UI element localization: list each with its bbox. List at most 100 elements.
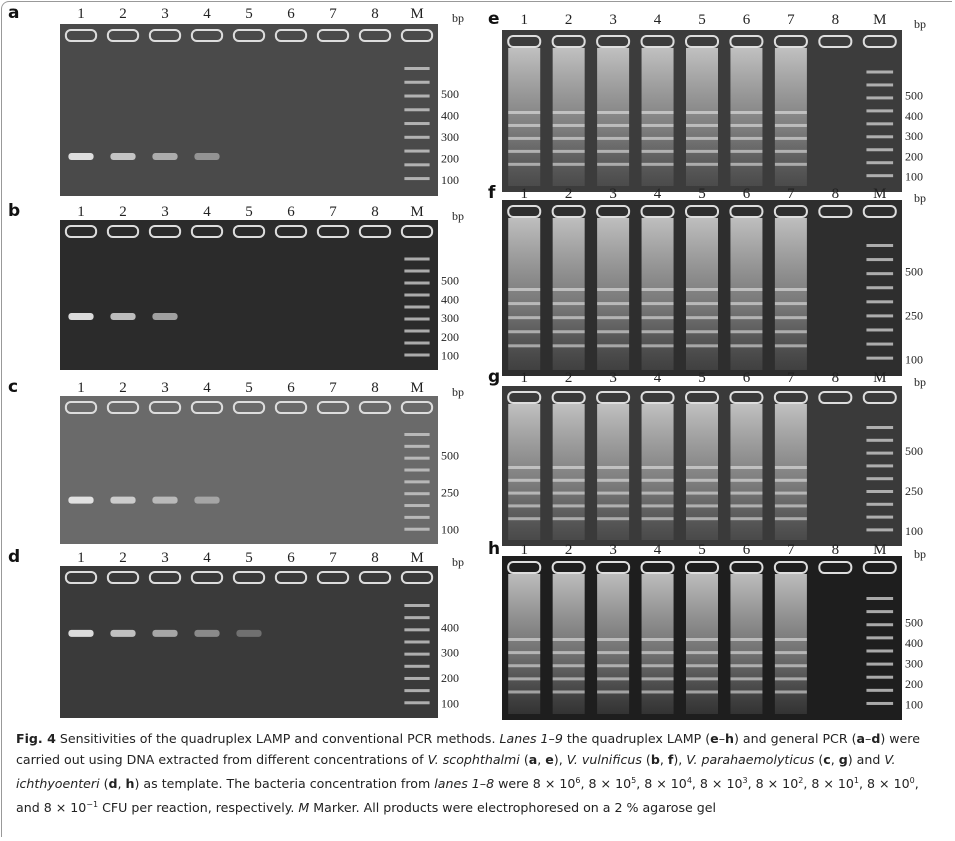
panel-letter: g (488, 367, 500, 387)
ladder-band (866, 96, 894, 100)
ladder-band (404, 456, 430, 460)
well (729, 35, 764, 48)
pcr-band (68, 313, 94, 320)
ladder-band (866, 438, 894, 442)
caption-part: , 8 × 10 (747, 776, 799, 792)
lane-label: 8 (371, 380, 379, 396)
marker-size: 200 (441, 330, 459, 344)
lamp-band (774, 316, 807, 320)
marker-size: 250 (905, 484, 923, 498)
pcr-band (152, 496, 178, 504)
lane-label: 7 (787, 12, 795, 28)
marker-size: 200 (905, 677, 923, 691)
lamp-band (730, 478, 763, 482)
lane-label: 1 (77, 6, 85, 22)
lane-label: 8 (832, 186, 840, 202)
lamp-band (774, 491, 807, 495)
lane-label: 2 (119, 6, 127, 22)
ladder-band (404, 480, 430, 484)
lane-label: 2 (119, 550, 127, 566)
lane-label: 3 (161, 6, 169, 22)
well (232, 225, 266, 238)
lane-label: M (873, 12, 886, 28)
lamp-band (774, 302, 807, 306)
well (232, 29, 266, 42)
lane-label: 3 (161, 380, 169, 396)
well (685, 35, 719, 48)
lamp-band (730, 302, 763, 306)
pcr-band (152, 153, 178, 160)
well (685, 561, 719, 574)
lamp-band (774, 638, 807, 641)
well (729, 205, 764, 218)
lane-label: 1 (520, 186, 528, 202)
lamp-band (686, 330, 718, 334)
caption-part: ) were carried out using DNA extracted f… (16, 731, 920, 767)
well (818, 561, 853, 574)
ladder-band (866, 135, 894, 139)
lamp-band (552, 344, 585, 348)
lane-label: 6 (287, 380, 295, 396)
well (596, 561, 631, 574)
lamp-band (774, 288, 807, 291)
ladder-band (404, 468, 430, 472)
pcr-band (110, 153, 136, 160)
lane-label: 2 (565, 12, 573, 28)
caption-part: , 8 × 10 (636, 776, 687, 792)
caption-part: a (856, 731, 866, 746)
lamp-band (552, 149, 585, 153)
lamp-band (641, 162, 674, 166)
lane-label: 5 (698, 186, 706, 202)
well (862, 561, 897, 574)
ladder-band (866, 490, 894, 493)
unit-label: bp (452, 385, 464, 399)
caption-part: d (871, 731, 881, 746)
ladder-band (404, 689, 430, 693)
well (773, 35, 808, 48)
lamp-band (552, 162, 585, 166)
lamp-band (686, 677, 718, 681)
lane-label: 1 (520, 12, 528, 28)
marker-size: 400 (441, 108, 459, 122)
lamp-band (730, 288, 763, 291)
caption-part: d (108, 776, 118, 792)
well (190, 401, 224, 414)
lamp-band (641, 491, 674, 495)
lamp-band (508, 466, 541, 469)
lane-label: 8 (832, 12, 840, 28)
ladder-band (866, 342, 894, 346)
lamp-band (774, 664, 807, 668)
ladder-band (866, 314, 894, 318)
panel-letter: h (488, 539, 500, 559)
lamp-band (552, 302, 585, 306)
ladder-band (404, 108, 430, 112)
marker-size: 250 (905, 309, 923, 323)
marker-size: 500 (905, 265, 923, 279)
lamp-band (597, 478, 630, 482)
lamp-band (597, 330, 630, 334)
lamp-band (508, 316, 541, 320)
ladder-band (404, 640, 430, 644)
lane-label: 2 (565, 370, 573, 386)
lane-label: 2 (119, 380, 127, 396)
figure-caption: Fig. 4 Sensitivities of the quadruplex L… (16, 728, 941, 818)
caption-part: ( (641, 752, 651, 767)
ladder-band (866, 148, 894, 152)
lamp-band (641, 651, 674, 655)
lamp-band (641, 302, 674, 306)
lane-label: 3 (609, 12, 617, 28)
well (316, 29, 350, 42)
lamp-band (508, 136, 541, 140)
lane-label: 7 (329, 6, 337, 22)
lane-label: 4 (654, 12, 662, 28)
lane-label: 5 (245, 6, 253, 22)
marker-size: 200 (441, 671, 459, 685)
ladder-band (404, 664, 430, 668)
well (232, 401, 266, 414)
lamp-band (597, 288, 630, 291)
lamp-band (641, 149, 674, 153)
lamp-band (597, 111, 630, 114)
lamp-band (508, 478, 541, 482)
lamp-band (730, 664, 763, 668)
marker-size: 400 (905, 109, 923, 123)
